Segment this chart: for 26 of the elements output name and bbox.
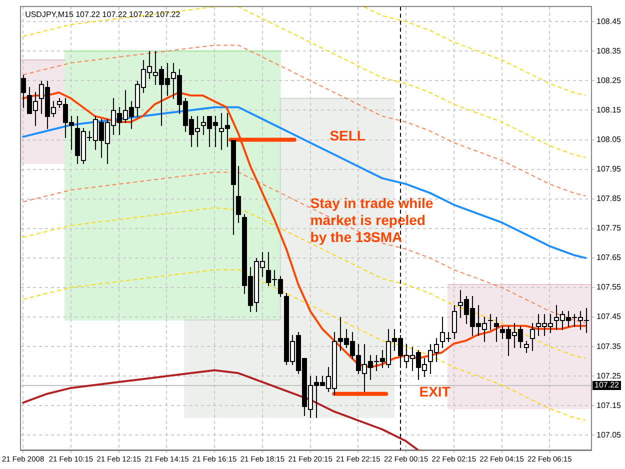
y-tick-label: 108.15 xyxy=(596,105,622,114)
text: USDJPY,M15 107.22 107.22 107.22 107.22 xyxy=(25,10,181,20)
line-series xyxy=(22,44,586,196)
candlestick xyxy=(488,314,494,330)
y-tick-label: 108.25 xyxy=(596,76,622,85)
annotation: EXIT xyxy=(419,384,451,400)
y-tick-label: 108.45 xyxy=(596,16,622,26)
line-series xyxy=(22,172,586,324)
y-tick-label: 107.15 xyxy=(596,400,622,410)
annotation: Stay in trade while market is repeled by the 13SMA xyxy=(310,195,434,246)
y-tick-label: 108.35 xyxy=(596,46,622,56)
y-tick-label: 107.85 xyxy=(596,194,622,204)
y-tick-label: 107.55 xyxy=(596,282,622,292)
y-tick-label: 107.75 xyxy=(596,224,622,233)
annotation: SELL xyxy=(330,128,366,144)
y-tick-label: 108.05 xyxy=(596,134,622,144)
y-tick-label: 107.65 xyxy=(596,253,622,262)
y-tick-label: 107.45 xyxy=(596,312,622,322)
y-tick-label: 107.35 xyxy=(596,342,622,351)
line-series xyxy=(22,6,586,158)
y-tick-label: 107.05 xyxy=(596,430,622,440)
y-tick-label: 107.95 xyxy=(596,164,622,174)
y-tick-label: 107.25 xyxy=(596,371,622,380)
ref-line-label: 107.22 xyxy=(594,380,620,390)
line-series xyxy=(22,269,586,421)
line-series xyxy=(364,6,586,96)
